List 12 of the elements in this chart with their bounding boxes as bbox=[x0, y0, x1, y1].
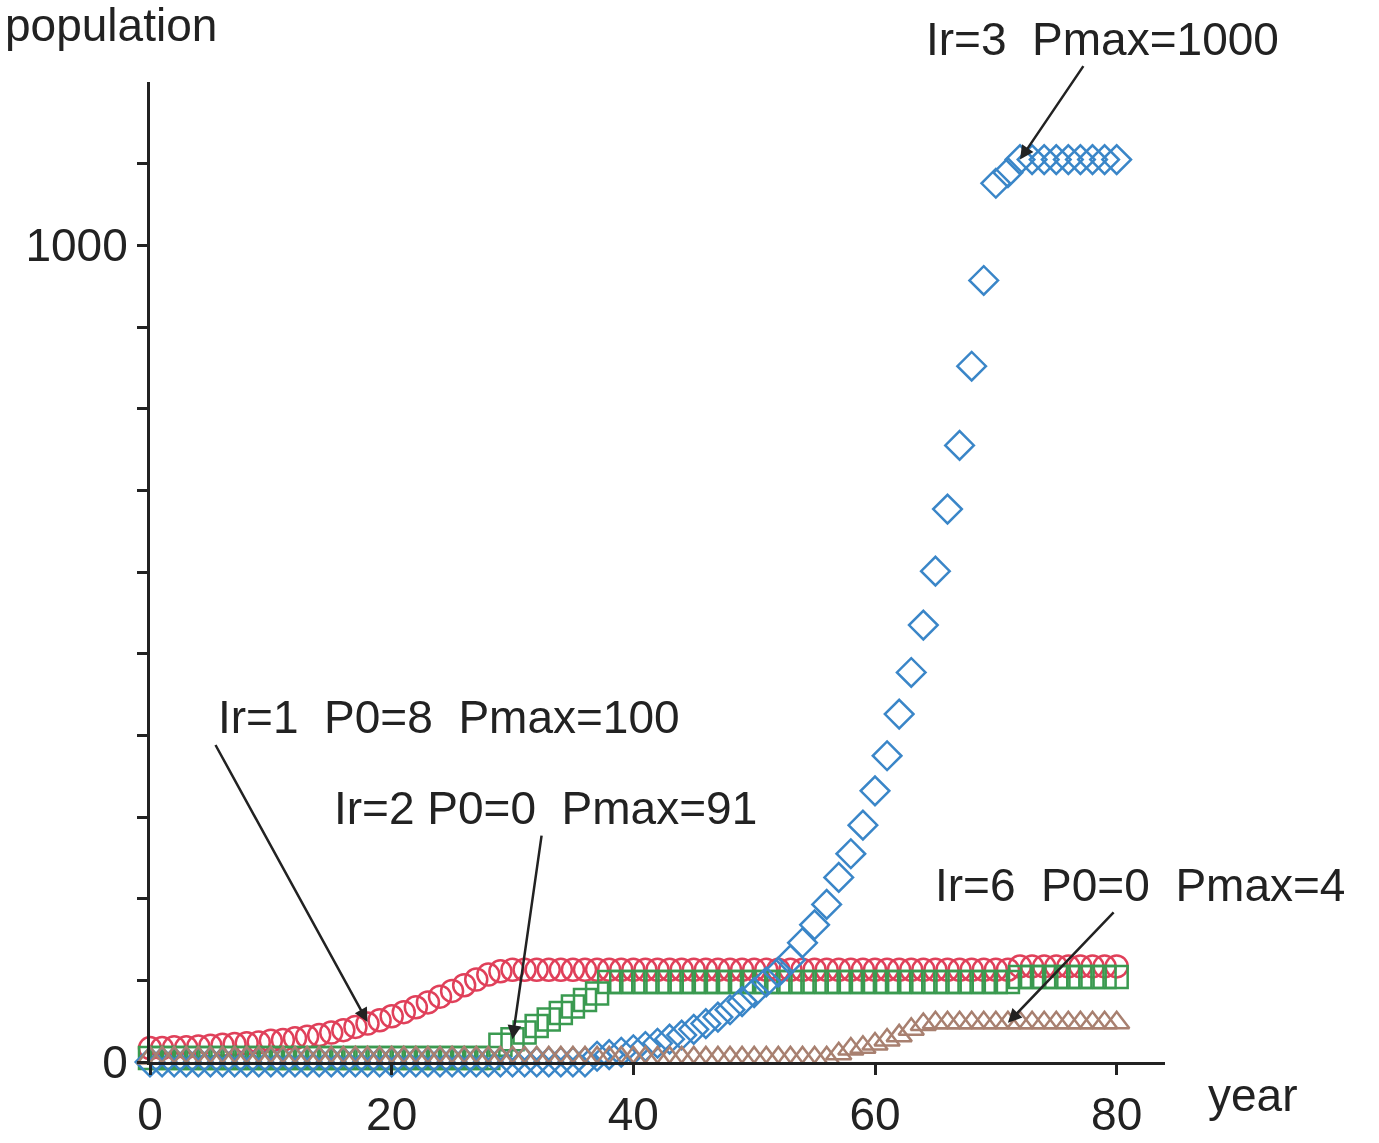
annotation: Ir=3 Pmax=1000 bbox=[926, 13, 1279, 65]
x-tick-label: 40 bbox=[607, 1088, 659, 1141]
x-tick-label: 60 bbox=[849, 1088, 901, 1141]
x-tick-label: 0 bbox=[137, 1088, 163, 1141]
annotation: Ir=1 P0=8 Pmax=100 bbox=[218, 691, 680, 743]
annotation: Ir=6 P0=0 Pmax=4 bbox=[935, 859, 1346, 911]
x-tick-label: 80 bbox=[1091, 1088, 1143, 1141]
y-axis-title: population bbox=[5, 0, 218, 51]
x-axis-title: year bbox=[1208, 1069, 1298, 1121]
annotation: Ir=2 P0=0 Pmax=91 bbox=[334, 782, 758, 834]
x-tick-label: 20 bbox=[366, 1088, 418, 1141]
y-tick-label: 1000 bbox=[25, 219, 128, 272]
